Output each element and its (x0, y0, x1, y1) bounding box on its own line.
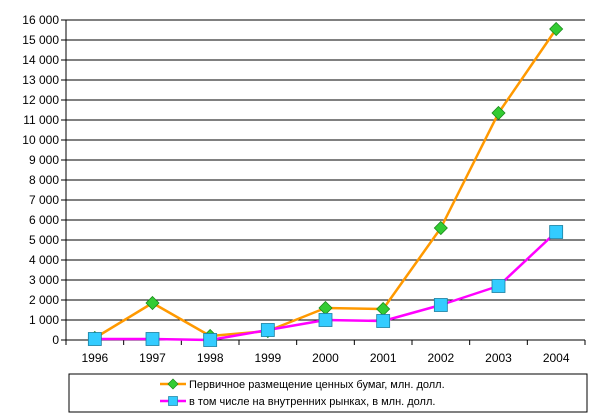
y-tick-label: 2 000 (29, 293, 59, 307)
y-tick-label: 16 000 (22, 13, 59, 27)
legend-label-domestic: в том числе на внутренних рынках, в млн.… (189, 396, 435, 408)
diamond-marker-icon (167, 378, 179, 390)
x-tick-label: 2004 (543, 351, 570, 365)
y-axis-tick-labels: 0 1 000 2 000 3 000 4 000 5 000 6 000 7 000 8 00… (22, 13, 59, 347)
legend: Первичное размещение ценных бумаг, млн. … (68, 373, 588, 413)
y-tick-label: 4 000 (29, 253, 59, 267)
data-point-square (203, 333, 218, 347)
y-tick-label: 15 000 (22, 33, 59, 47)
series-line-1 (94, 28, 558, 340)
y-tick-label: 3 000 (29, 273, 59, 287)
data-point-square (549, 225, 564, 239)
x-tick-label: 2001 (370, 351, 397, 365)
y-tick-label: 10 000 (22, 133, 59, 147)
y-tick-label: 9 000 (29, 153, 59, 167)
data-point-diamond (145, 295, 160, 311)
data-point-square (491, 279, 506, 293)
legend-entry-domestic: в том числе на внутренних рынках, в млн.… (160, 396, 435, 408)
x-axis-tick-labels: 1996 1997 1998 1999 2000 2001 2002 2003 2004 (81, 351, 569, 365)
y-tick-label: 12 000 (22, 93, 59, 107)
axes (65, 20, 586, 345)
y-tick-label: 5 000 (29, 233, 59, 247)
series-layer (87, 21, 564, 347)
data-point-diamond (318, 300, 333, 316)
data-point-square (433, 298, 448, 312)
legend-label-primary: Первичное размещение ценных бумаг, млн. … (189, 379, 445, 391)
x-tick-label: 2003 (485, 351, 512, 365)
y-tick-label: 13 000 (22, 73, 59, 87)
data-point-diamond (491, 105, 506, 121)
data-point-square (318, 313, 333, 327)
x-tick-label: 1996 (81, 351, 108, 365)
y-tick-label: 14 000 (22, 53, 59, 67)
x-tick-label: 2000 (312, 351, 339, 365)
legend-entry-primary: Первичное размещение ценных бумаг, млн. … (160, 378, 445, 391)
y-tick-label: 7 000 (29, 193, 59, 207)
data-point-square (145, 332, 160, 346)
y-tick-label: 8 000 (29, 173, 59, 187)
x-tick-label: 2002 (427, 351, 454, 365)
x-tick-label: 1997 (139, 351, 166, 365)
data-point-diamond (433, 220, 448, 236)
data-point-diamond (549, 21, 564, 37)
square-marker-icon (168, 396, 178, 406)
gridlines (61, 19, 585, 341)
data-point-square (260, 323, 275, 337)
x-tick-label: 1999 (254, 351, 281, 365)
data-point-square (87, 332, 102, 346)
y-tick-label: 6 000 (29, 213, 59, 227)
y-tick-label: 1 000 (29, 313, 59, 327)
y-tick-label: 0 (52, 333, 59, 347)
x-tick-label: 1998 (197, 351, 224, 365)
legend-box (68, 373, 588, 413)
y-tick-label: 11 000 (23, 113, 59, 127)
data-point-square (376, 314, 391, 328)
